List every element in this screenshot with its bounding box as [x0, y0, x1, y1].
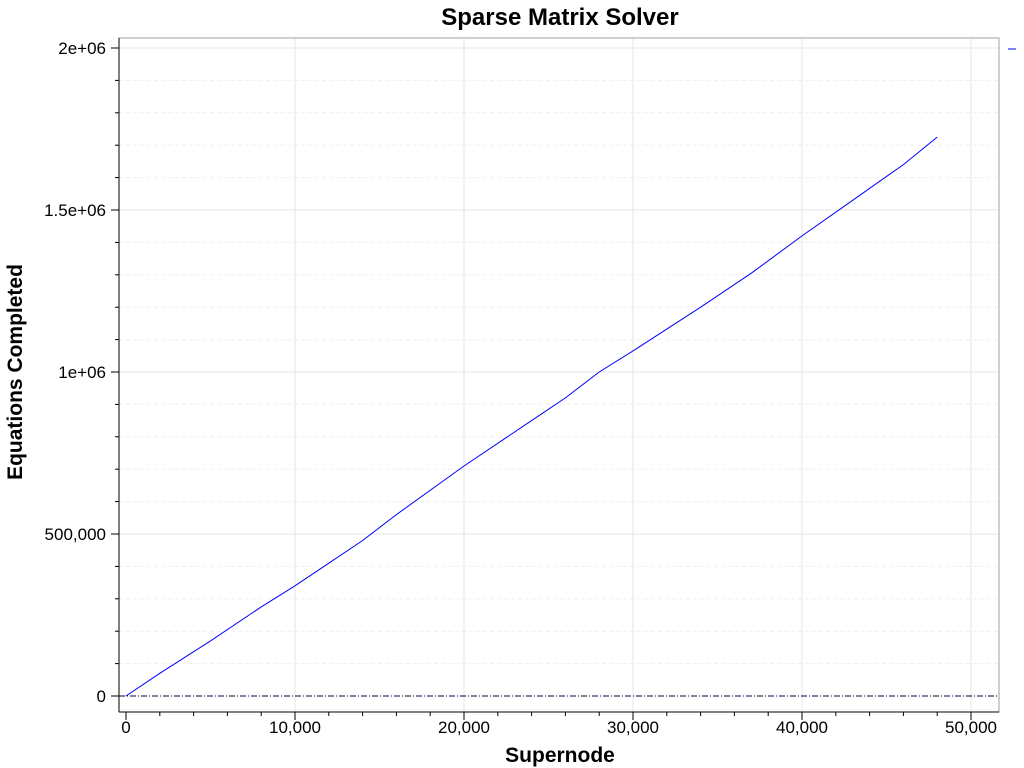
y-axis-ticks: 0 500,000 1e+06 1.5e+06 2e+06: [44, 39, 119, 706]
x-tick-label: 50,000: [945, 718, 997, 737]
y-axis-label: Equations Completed: [4, 264, 27, 480]
x-tick-label: 40,000: [776, 718, 828, 737]
series-line: [125, 136, 938, 697]
grid-lines: [119, 38, 999, 712]
plot-frame: [118, 37, 1000, 713]
series-group: [125, 136, 938, 697]
x-tick-label: 0: [121, 718, 130, 737]
y-tick-label: 1.5e+06: [44, 201, 106, 220]
y-tick-label: 0: [97, 687, 106, 706]
x-axis-label: Supernode: [505, 744, 615, 767]
chart-title: Sparse Matrix Solver: [441, 4, 678, 31]
x-tick-label: 30,000: [607, 718, 659, 737]
y-tick-label: 2e+06: [58, 39, 106, 58]
x-axis-ticks: 0 10,000 20,000 30,000 40,000 50,000: [121, 712, 997, 737]
x-tick-label: 10,000: [269, 718, 321, 737]
x-tick-label: 20,000: [438, 718, 490, 737]
y-tick-label: 500,000: [45, 525, 106, 544]
y-tick-label: 1e+06: [58, 363, 106, 382]
